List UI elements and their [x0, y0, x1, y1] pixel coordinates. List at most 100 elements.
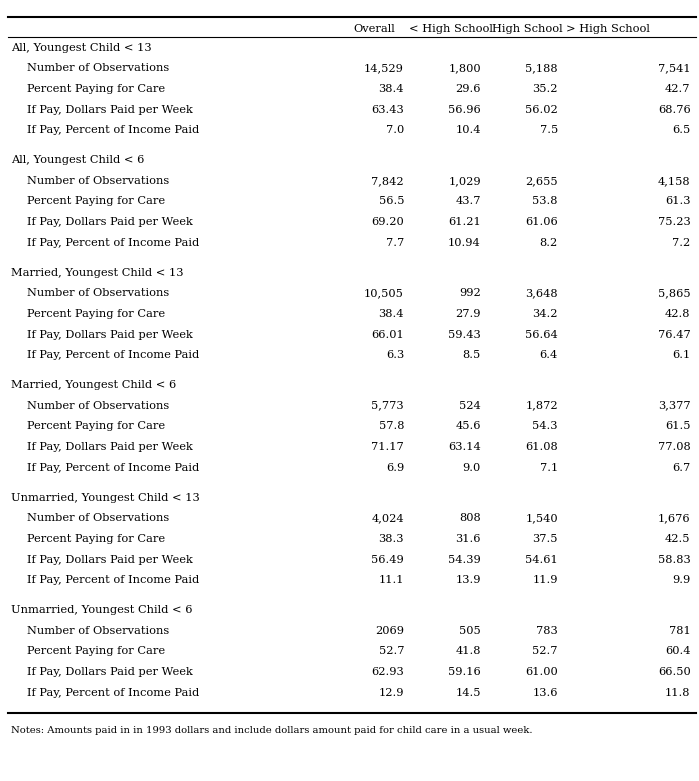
- Text: 524: 524: [459, 401, 481, 411]
- Text: 14,529: 14,529: [364, 63, 404, 73]
- Text: 4,024: 4,024: [371, 513, 404, 523]
- Text: 56.96: 56.96: [448, 105, 481, 115]
- Text: 63.14: 63.14: [448, 442, 481, 452]
- Text: 29.6: 29.6: [456, 84, 481, 94]
- Text: If Pay, Percent of Income Paid: If Pay, Percent of Income Paid: [27, 687, 199, 697]
- Text: Married, Youngest Child < 13: Married, Youngest Child < 13: [11, 268, 184, 278]
- Text: < High School: < High School: [409, 24, 493, 34]
- Text: 61.21: 61.21: [448, 217, 481, 227]
- Text: Number of Observations: Number of Observations: [27, 176, 169, 186]
- Text: 992: 992: [459, 288, 481, 298]
- Text: 34.2: 34.2: [533, 308, 558, 319]
- Text: 808: 808: [459, 513, 481, 523]
- Text: 52.7: 52.7: [379, 647, 404, 656]
- Text: 7,541: 7,541: [658, 63, 691, 73]
- Text: 61.5: 61.5: [665, 421, 691, 431]
- Text: 1,676: 1,676: [658, 513, 691, 523]
- Text: 8.2: 8.2: [540, 237, 558, 248]
- Text: 56.5: 56.5: [379, 196, 404, 206]
- Text: 5,865: 5,865: [658, 288, 691, 298]
- Text: 38.3: 38.3: [379, 534, 404, 544]
- Text: 37.5: 37.5: [533, 534, 558, 544]
- Text: 8.5: 8.5: [463, 350, 481, 360]
- Text: 14.5: 14.5: [456, 687, 481, 697]
- Text: Number of Observations: Number of Observations: [27, 288, 169, 298]
- Text: Percent Paying for Care: Percent Paying for Care: [27, 534, 165, 544]
- Text: 6.9: 6.9: [386, 462, 404, 473]
- Text: 11.8: 11.8: [665, 687, 691, 697]
- Text: Number of Observations: Number of Observations: [27, 401, 169, 411]
- Text: 57.8: 57.8: [379, 421, 404, 431]
- Text: 10.94: 10.94: [448, 237, 481, 248]
- Text: 53.8: 53.8: [533, 196, 558, 206]
- Text: If Pay, Dollars Paid per Week: If Pay, Dollars Paid per Week: [27, 330, 192, 340]
- Text: 783: 783: [536, 626, 558, 636]
- Text: 2069: 2069: [375, 626, 404, 636]
- Text: 61.00: 61.00: [525, 667, 558, 677]
- Text: If Pay, Percent of Income Paid: If Pay, Percent of Income Paid: [27, 126, 199, 135]
- Text: 35.2: 35.2: [533, 84, 558, 94]
- Text: Overall: Overall: [353, 24, 395, 34]
- Text: 71.17: 71.17: [371, 442, 404, 452]
- Text: 6.4: 6.4: [540, 350, 558, 360]
- Text: Percent Paying for Care: Percent Paying for Care: [27, 84, 165, 94]
- Text: High School: High School: [492, 24, 563, 34]
- Text: 9.9: 9.9: [672, 575, 691, 585]
- Text: 61.08: 61.08: [525, 442, 558, 452]
- Text: 68.76: 68.76: [658, 105, 691, 115]
- Text: 59.16: 59.16: [448, 667, 481, 677]
- Text: Unmarried, Youngest Child < 13: Unmarried, Youngest Child < 13: [11, 493, 200, 503]
- Text: 12.9: 12.9: [379, 687, 404, 697]
- Text: 52.7: 52.7: [533, 647, 558, 656]
- Text: Percent Paying for Care: Percent Paying for Care: [27, 421, 165, 431]
- Text: 7,842: 7,842: [371, 176, 404, 186]
- Text: 27.9: 27.9: [456, 308, 481, 319]
- Text: All, Youngest Child < 13: All, Youngest Child < 13: [11, 43, 152, 53]
- Text: 31.6: 31.6: [456, 534, 481, 544]
- Text: 11.1: 11.1: [379, 575, 404, 585]
- Text: 10,505: 10,505: [364, 288, 404, 298]
- Text: 66.01: 66.01: [371, 330, 404, 340]
- Text: 1,872: 1,872: [525, 401, 558, 411]
- Text: If Pay, Dollars Paid per Week: If Pay, Dollars Paid per Week: [27, 105, 192, 115]
- Text: If Pay, Percent of Income Paid: If Pay, Percent of Income Paid: [27, 575, 199, 585]
- Text: 56.02: 56.02: [525, 105, 558, 115]
- Text: 1,029: 1,029: [448, 176, 481, 186]
- Text: 45.6: 45.6: [456, 421, 481, 431]
- Text: > High School: > High School: [566, 24, 650, 34]
- Text: 13.6: 13.6: [533, 687, 558, 697]
- Text: 61.3: 61.3: [665, 196, 691, 206]
- Text: Notes: Amounts paid in in 1993 dollars and include dollars amount paid for child: Notes: Amounts paid in in 1993 dollars a…: [11, 726, 533, 735]
- Text: 7.5: 7.5: [540, 126, 558, 135]
- Text: 6.7: 6.7: [672, 462, 691, 473]
- Text: 5,188: 5,188: [525, 63, 558, 73]
- Text: 43.7: 43.7: [456, 196, 481, 206]
- Text: Number of Observations: Number of Observations: [27, 513, 169, 523]
- Text: 9.0: 9.0: [463, 462, 481, 473]
- Text: 7.7: 7.7: [386, 237, 404, 248]
- Text: 38.4: 38.4: [379, 308, 404, 319]
- Text: 3,377: 3,377: [658, 401, 691, 411]
- Text: If Pay, Dollars Paid per Week: If Pay, Dollars Paid per Week: [27, 442, 192, 452]
- Text: Number of Observations: Number of Observations: [27, 63, 169, 73]
- Text: 56.64: 56.64: [525, 330, 558, 340]
- Text: If Pay, Percent of Income Paid: If Pay, Percent of Income Paid: [27, 350, 199, 360]
- Text: If Pay, Dollars Paid per Week: If Pay, Dollars Paid per Week: [27, 217, 192, 227]
- Text: Married, Youngest Child < 6: Married, Youngest Child < 6: [11, 380, 176, 390]
- Text: 77.08: 77.08: [658, 442, 691, 452]
- Text: 76.47: 76.47: [658, 330, 691, 340]
- Text: 42.5: 42.5: [665, 534, 691, 544]
- Text: 11.9: 11.9: [533, 575, 558, 585]
- Text: 5,773: 5,773: [371, 401, 404, 411]
- Text: 6.3: 6.3: [386, 350, 404, 360]
- Text: 7.0: 7.0: [386, 126, 404, 135]
- Text: 781: 781: [669, 626, 691, 636]
- Text: Percent Paying for Care: Percent Paying for Care: [27, 308, 165, 319]
- Text: 10.4: 10.4: [456, 126, 481, 135]
- Text: 2,655: 2,655: [525, 176, 558, 186]
- Text: 60.4: 60.4: [665, 647, 691, 656]
- Text: 62.93: 62.93: [371, 667, 404, 677]
- Text: 7.1: 7.1: [540, 462, 558, 473]
- Text: Number of Observations: Number of Observations: [27, 626, 169, 636]
- Text: 38.4: 38.4: [379, 84, 404, 94]
